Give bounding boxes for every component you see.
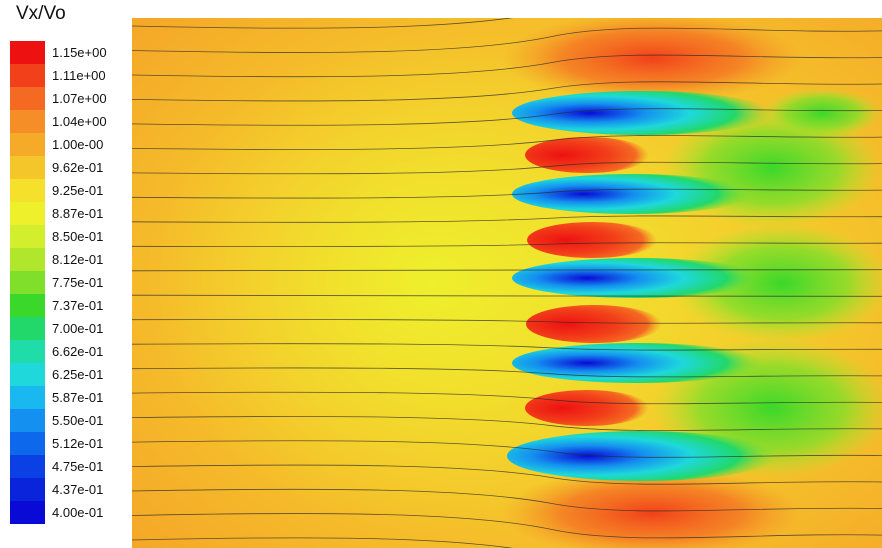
colorbar-tick-label: 4.75e-01 — [52, 458, 104, 474]
legend-title: Vx/Vo — [16, 3, 66, 24]
colorbar-tick-label: 9.62e-01 — [52, 159, 104, 175]
colorbar-tick-label: 4.00e-01 — [52, 504, 104, 520]
streamline — [132, 135, 882, 150]
colorbar-band-10 — [10, 271, 45, 295]
colorbar-band-18 — [10, 455, 45, 479]
contour-plot — [132, 18, 882, 548]
colorbar-tick-label: 5.12e-01 — [52, 435, 104, 451]
field-wake-top — [762, 88, 882, 138]
streamline — [132, 242, 882, 247]
colorbar-band-2 — [10, 87, 45, 111]
streamlines — [132, 18, 882, 548]
colorbar-tick-label: 8.12e-01 — [52, 251, 104, 267]
streamline — [132, 440, 882, 458]
colorbar-band-12 — [10, 317, 45, 341]
colorbar-band-17 — [10, 432, 45, 456]
streamline — [132, 367, 882, 378]
streamline — [132, 188, 882, 199]
low-velocity-lobe-2 — [512, 174, 752, 214]
streamline — [132, 81, 882, 102]
low-velocity-lobe-3 — [512, 258, 762, 298]
colorbar-tick-label: 6.62e-01 — [52, 343, 104, 359]
colorbar-tick-label: 6.25e-01 — [52, 366, 104, 382]
streamline — [132, 18, 514, 29]
colorbar-tick-label: 4.37e-01 — [52, 481, 104, 497]
colorbar — [10, 41, 45, 524]
streamline — [132, 513, 882, 539]
streamline — [132, 215, 882, 223]
streamline — [132, 488, 882, 512]
low-velocity-lobe-1 — [512, 91, 772, 135]
colorbar-tick-label: 5.87e-01 — [52, 389, 104, 405]
colorbar-tick-label: 8.50e-01 — [52, 228, 104, 244]
streamline — [132, 464, 882, 485]
colorbar-band-20 — [10, 501, 45, 524]
colorbar-band-3 — [10, 110, 45, 134]
streamline — [132, 416, 882, 431]
low-velocity-lobe-5 — [507, 431, 777, 481]
colorbar-tick-label: 5.50e-01 — [52, 412, 104, 428]
colorbar-band-8 — [10, 225, 45, 249]
colorbar-band-9 — [10, 248, 45, 272]
streamline — [132, 343, 882, 351]
colorbar-tick-label: 7.37e-01 — [52, 297, 104, 313]
field-bottom-jet — [502, 468, 802, 548]
colorbar-band-13 — [10, 340, 45, 364]
colorbar-tick-label: 1.00e-00 — [52, 136, 104, 152]
streamline — [132, 294, 882, 297]
colorbar-band-16 — [10, 409, 45, 433]
field-top-jet — [502, 18, 802, 103]
colorbar-band-7 — [10, 202, 45, 226]
streamline — [132, 54, 882, 78]
low-velocity-lobe-4 — [512, 343, 762, 383]
colorbar-band-5 — [10, 156, 45, 180]
streamline — [132, 537, 514, 548]
colorbar-tick-label: 1.04e+00 — [52, 113, 107, 129]
streamline — [132, 161, 882, 175]
colorbar-band-0 — [10, 41, 45, 65]
colorbar-tick-label: 9.25e-01 — [52, 182, 104, 198]
high-velocity-lobe-3 — [526, 305, 662, 343]
streamline — [132, 319, 882, 324]
colorbar-band-15 — [10, 386, 45, 410]
streamline — [132, 391, 882, 405]
streamline — [132, 108, 882, 126]
streamline — [132, 27, 882, 53]
colorbar-tick-label: 1.07e+00 — [52, 90, 107, 106]
colorbar-band-4 — [10, 133, 45, 157]
colorbar-tick-label: 7.75e-01 — [52, 274, 104, 290]
colorbar-band-11 — [10, 294, 45, 318]
colorbar-band-6 — [10, 179, 45, 203]
colorbar-band-1 — [10, 64, 45, 88]
colorbar-band-19 — [10, 478, 45, 502]
high-velocity-lobe-2 — [527, 222, 657, 258]
high-velocity-lobe-1 — [525, 137, 649, 173]
colorbar-tick-label: 1.11e+00 — [52, 67, 106, 83]
streamline — [132, 269, 882, 272]
colorbar-tick-label: 8.87e-01 — [52, 205, 104, 221]
high-velocity-lobe-4 — [525, 390, 649, 426]
colorbar-tick-label: 7.00e-01 — [52, 320, 104, 336]
field-wake-middle — [672, 223, 882, 343]
colorbar-band-14 — [10, 363, 45, 387]
colorbar-tick-label: 1.15e+00 — [52, 44, 107, 60]
